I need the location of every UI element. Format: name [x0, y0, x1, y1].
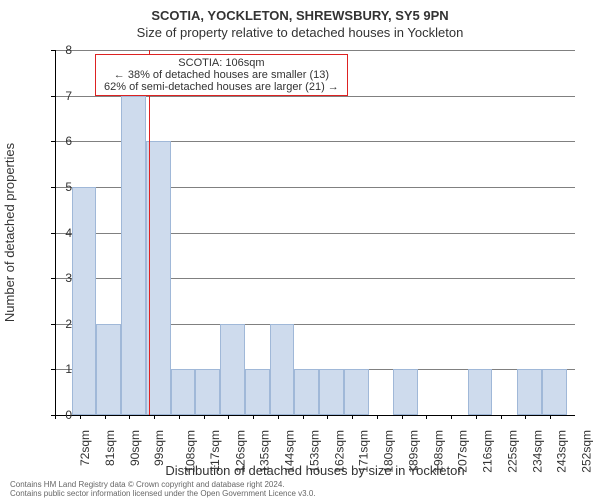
- histogram-bar: [72, 187, 97, 415]
- footer-line-2: Contains public sector information licen…: [10, 490, 316, 499]
- chart-container: SCOTIA, YOCKLETON, SHREWSBURY, SY5 9PN S…: [0, 0, 600, 500]
- marker-callout: SCOTIA: 106sqm ← 38% of detached houses …: [95, 54, 348, 96]
- histogram-bar: [344, 369, 369, 415]
- histogram-bar: [517, 369, 542, 415]
- y-tick-label: 8: [48, 44, 72, 56]
- y-tick-label: 0: [48, 409, 72, 421]
- histogram-bar: [96, 324, 121, 415]
- x-tick-label: 90sqm: [129, 430, 141, 466]
- histogram-bar: [294, 369, 319, 415]
- callout-line-1: SCOTIA: 106sqm: [104, 57, 339, 69]
- x-axis-label: Distribution of detached houses by size …: [55, 463, 575, 478]
- x-tick-label: 252sqm: [581, 430, 593, 473]
- plot-area: 72sqm81sqm90sqm99sqm108sqm117sqm126sqm13…: [55, 50, 575, 415]
- y-tick-label: 5: [48, 181, 72, 193]
- y-tick-label: 4: [48, 227, 72, 239]
- y-tick-label: 3: [48, 272, 72, 284]
- marker-line: [149, 50, 150, 415]
- title-main: SCOTIA, YOCKLETON, SHREWSBURY, SY5 9PN: [0, 8, 600, 23]
- x-tick-label: 81sqm: [104, 430, 116, 466]
- footer-attribution: Contains HM Land Registry data © Crown c…: [10, 481, 316, 499]
- callout-line-3: 62% of semi-detached houses are larger (…: [104, 81, 339, 93]
- histogram-bar: [319, 369, 344, 415]
- histogram-bar: [245, 369, 270, 415]
- gridline: [55, 50, 575, 51]
- histogram-bar: [468, 369, 493, 415]
- y-tick-label: 1: [48, 363, 72, 375]
- histogram-bar: [195, 369, 220, 415]
- y-tick-label: 2: [48, 318, 72, 330]
- histogram-bar: [393, 369, 418, 415]
- histogram-bar: [121, 96, 146, 415]
- histogram-bar: [270, 324, 295, 415]
- histogram-bar: [171, 369, 196, 415]
- x-axis-line: [55, 415, 575, 416]
- title-sub: Size of property relative to detached ho…: [0, 25, 600, 40]
- y-tick-label: 7: [48, 90, 72, 102]
- x-tick-label: 99sqm: [153, 430, 165, 466]
- callout-line-2: ← 38% of detached houses are smaller (13…: [104, 69, 339, 81]
- y-tick-label: 6: [48, 135, 72, 147]
- y-axis-label: Number of detached properties: [2, 50, 17, 415]
- histogram-bar: [220, 324, 245, 415]
- x-tick-label: 72sqm: [79, 430, 91, 466]
- histogram-bar: [542, 369, 567, 415]
